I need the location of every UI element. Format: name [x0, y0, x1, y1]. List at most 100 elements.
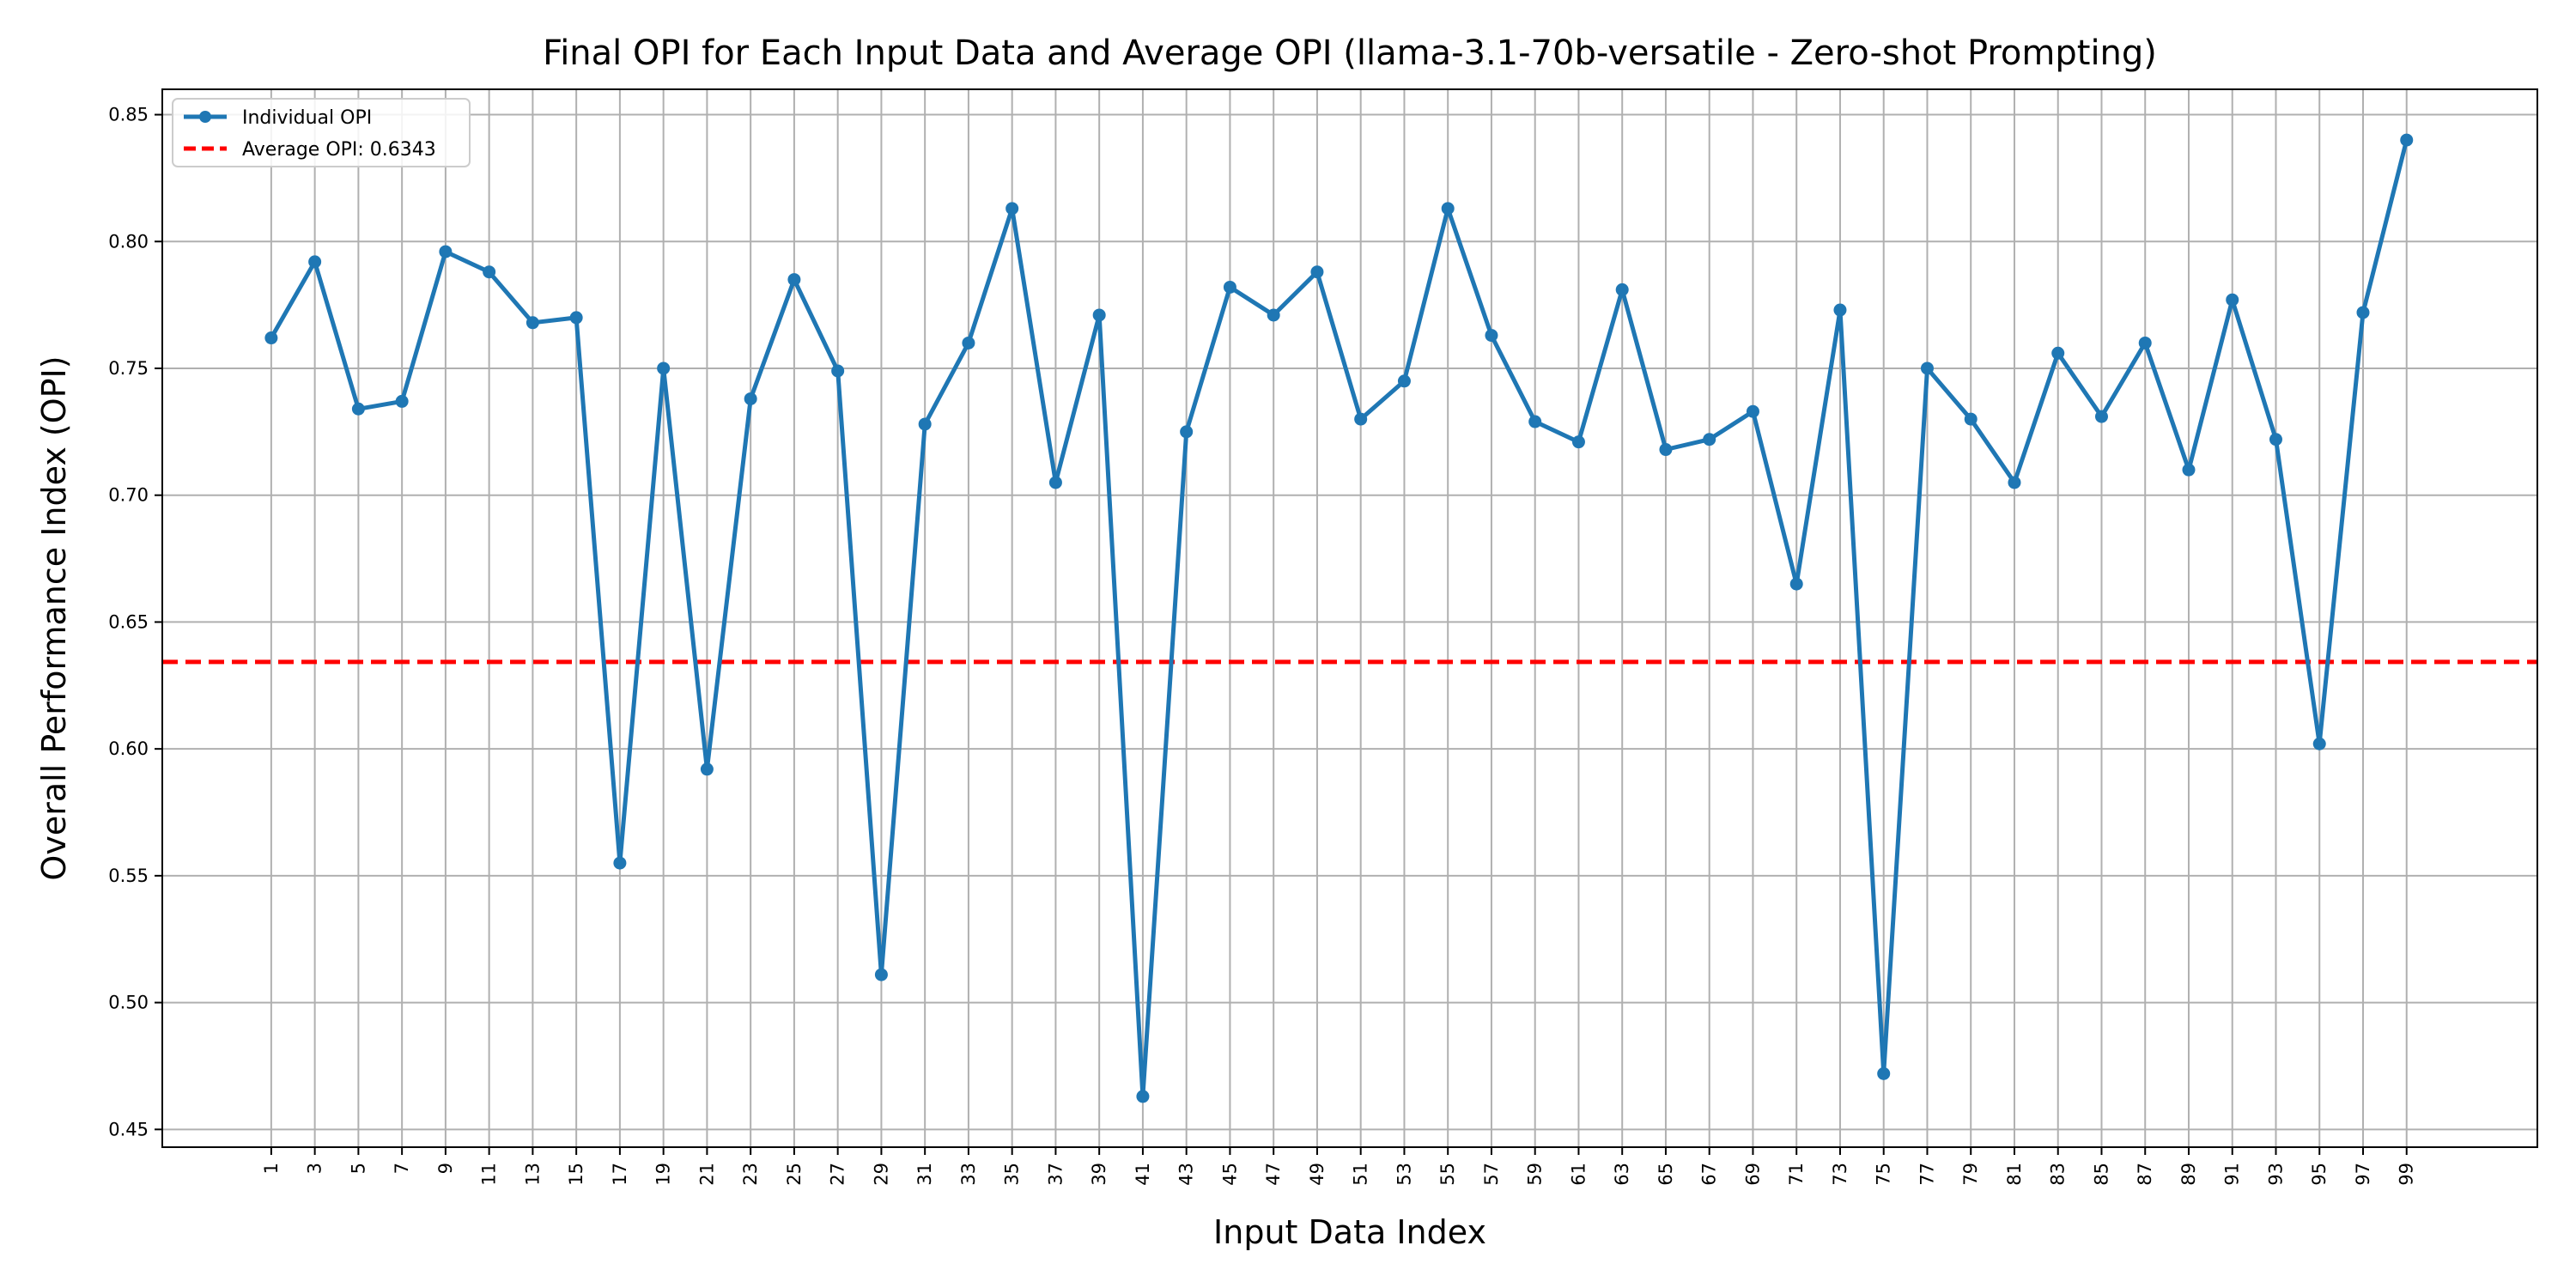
y-tick-label: 0.65: [108, 611, 149, 632]
data-point: [1310, 265, 1324, 279]
y-tick-label: 0.75: [108, 358, 149, 379]
data-point: [1397, 374, 1411, 388]
x-tick-label: 69: [1742, 1163, 1763, 1186]
y-tick-label: 0.55: [108, 866, 149, 886]
x-tick-label: 3: [305, 1163, 325, 1174]
x-tick-label: 5: [348, 1163, 368, 1174]
x-tick-label: 39: [1089, 1163, 1109, 1186]
x-tick-label: 13: [522, 1163, 543, 1186]
x-tick-label: 97: [2353, 1163, 2373, 1186]
legend-label-individual-opi: Individual OPI: [242, 107, 372, 129]
x-tick-label: 79: [1960, 1163, 1981, 1186]
data-point: [1485, 329, 1498, 343]
data-point: [874, 968, 888, 981]
x-tick-label: 89: [2178, 1163, 2199, 1186]
data-point: [787, 273, 801, 287]
data-point: [700, 762, 714, 776]
data-point: [351, 402, 365, 416]
grid-lines: [162, 89, 2537, 1147]
legend-label-average-opi: Average OPI: 0.6343: [242, 139, 436, 161]
data-point: [1571, 435, 1585, 449]
x-tick-label: 17: [610, 1163, 630, 1186]
x-tick-label: 41: [1133, 1163, 1153, 1186]
x-tick-label: 81: [2004, 1163, 2025, 1186]
series-line-individual-opi: [269, 139, 2409, 1099]
data-point: [1092, 308, 1106, 322]
y-axis-title: Overall Performance Index (OPI): [35, 355, 73, 880]
x-tick-label: 29: [871, 1163, 891, 1186]
x-tick-label: 87: [2135, 1163, 2155, 1186]
data-point: [1703, 433, 1716, 447]
data-point: [2269, 433, 2282, 447]
data-point: [1833, 303, 1847, 317]
x-tick-label: 31: [914, 1163, 935, 1186]
legend-box: [172, 98, 471, 167]
x-tick-label: 35: [1002, 1163, 1023, 1186]
data-point: [1746, 404, 1759, 418]
x-tick-label: 33: [958, 1163, 979, 1186]
data-point: [1964, 412, 1978, 426]
data-point: [831, 364, 845, 378]
x-tick-label: 49: [1307, 1163, 1327, 1186]
data-point: [744, 392, 757, 405]
x-tick-label: 71: [1786, 1163, 1807, 1186]
x-tick-label: 99: [2397, 1163, 2417, 1186]
data-point: [1354, 412, 1368, 426]
data-point: [526, 316, 539, 330]
y-tick-label: 0.85: [108, 105, 149, 125]
x-tick-label: 1: [261, 1163, 282, 1174]
data-point: [962, 336, 975, 349]
data-point: [483, 265, 496, 279]
data-point: [1180, 425, 1194, 439]
x-tick-label: 59: [1525, 1163, 1546, 1186]
data-point: [1005, 202, 1019, 216]
x-tick-label: 45: [1219, 1163, 1240, 1186]
data-point: [1223, 280, 1236, 294]
x-tick-label: 63: [1612, 1163, 1632, 1186]
x-tick-label: 9: [435, 1163, 456, 1174]
x-tick-label: 85: [2091, 1163, 2111, 1186]
chart-title: Final OPI for Each Input Data and Averag…: [543, 33, 2157, 73]
data-point: [2094, 410, 2108, 423]
data-point: [1528, 415, 1542, 428]
data-point: [264, 331, 278, 345]
y-tick-label: 0.70: [108, 485, 149, 506]
y-tick-label: 0.80: [108, 231, 149, 252]
data-point: [569, 311, 583, 325]
y-tick-label: 0.45: [108, 1119, 149, 1139]
y-tick-label: 0.60: [108, 738, 149, 759]
x-tick-label: 23: [740, 1163, 761, 1186]
plot-frame: [161, 88, 2538, 1148]
x-tick-label: 83: [2048, 1163, 2069, 1186]
data-point: [657, 361, 671, 375]
data-point: [1136, 1090, 1150, 1103]
data-point: [2182, 463, 2196, 477]
data-point: [1615, 283, 1629, 296]
data-point: [1920, 361, 1934, 375]
x-tick-label: 55: [1437, 1163, 1458, 1186]
data-point: [439, 245, 453, 258]
x-axis-title: Input Data Index: [1213, 1213, 1486, 1251]
x-tick-label: 27: [828, 1163, 848, 1186]
data-point: [2312, 737, 2326, 750]
data-point: [2051, 346, 2065, 360]
x-tick-label: 65: [1656, 1163, 1676, 1186]
data-point: [613, 856, 627, 870]
x-tick-label: 11: [479, 1163, 500, 1186]
x-tick-label: 93: [2265, 1163, 2286, 1186]
x-tick-label: 25: [784, 1163, 805, 1186]
x-tick-label: 43: [1176, 1163, 1197, 1186]
x-tick-label: 73: [1830, 1163, 1850, 1186]
axis-ticks: 1 3 5 7 9 11 13 15 17 19 21 23 25 27 29 31 33 35 37 39 41 43 4…: [108, 105, 2417, 1186]
x-tick-label: 47: [1263, 1163, 1284, 1186]
data-point: [1789, 577, 1803, 591]
x-tick-label: 15: [566, 1163, 586, 1186]
data-point: [1659, 443, 1673, 457]
data-point: [395, 394, 409, 408]
data-point: [2008, 476, 2021, 489]
data-point: [1877, 1066, 1891, 1080]
x-tick-label: 19: [653, 1163, 674, 1186]
data-point: [1441, 202, 1455, 216]
x-tick-label: 67: [1699, 1163, 1720, 1186]
